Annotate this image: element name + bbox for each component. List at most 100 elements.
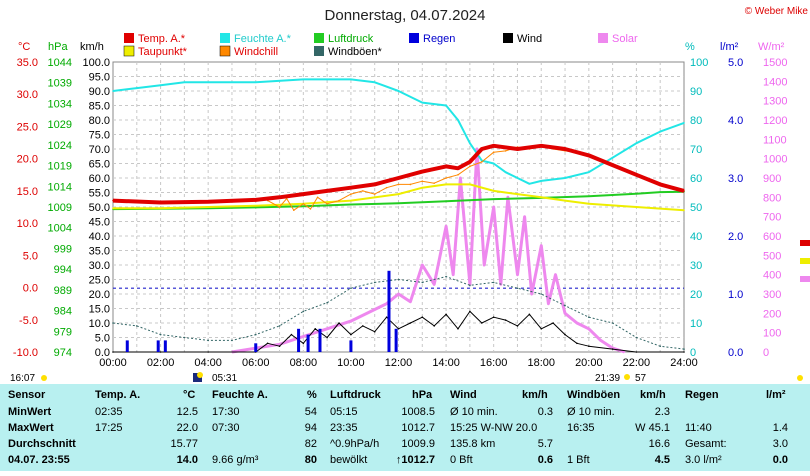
data-point xyxy=(326,336,328,339)
wind-tick-label: 75.0 xyxy=(89,130,110,142)
wind-tick-label: 65.0 xyxy=(89,159,110,171)
solar-tick-label: 0 xyxy=(763,347,769,359)
table-cell: 16.6 xyxy=(648,438,670,450)
header-wind: Wind xyxy=(450,389,477,401)
wind-tick-label: 95.0 xyxy=(89,72,110,84)
table-row-label: 04.07. 23:55 xyxy=(8,454,70,466)
data-point xyxy=(112,199,114,202)
data-point xyxy=(385,302,388,305)
humidity-tick-label: 10 xyxy=(690,318,702,330)
table-cell: 22.0 xyxy=(176,422,198,434)
data-point xyxy=(469,284,471,287)
solar-tick-label: 900 xyxy=(763,173,781,185)
data-point xyxy=(373,330,376,333)
data-point xyxy=(457,173,459,176)
data-point xyxy=(445,200,447,202)
legend-label-windchill: Windchill xyxy=(234,46,278,58)
data-point xyxy=(421,264,424,266)
data-point xyxy=(588,316,590,319)
wind-tick-label: 30.0 xyxy=(89,260,110,272)
current-value-marker xyxy=(800,276,810,282)
data-point xyxy=(576,322,578,324)
humidity-tick-label: 40 xyxy=(690,231,702,243)
data-point xyxy=(540,196,543,199)
data-point xyxy=(588,328,590,330)
sunset-time: 21:39 xyxy=(595,373,620,384)
data-point xyxy=(480,322,483,324)
table-cell: 1 Bft xyxy=(567,454,590,466)
data-point xyxy=(350,203,352,206)
table-cell: 17:25 xyxy=(95,422,123,434)
data-point xyxy=(421,316,424,319)
table-row-label: MaxWert xyxy=(8,422,54,434)
current-value-marker xyxy=(800,258,810,264)
pressure-tick-label: 1039 xyxy=(48,78,72,90)
data-point xyxy=(523,215,526,218)
data-point xyxy=(350,186,352,189)
pressure-tick-label: 999 xyxy=(54,243,72,255)
data-point xyxy=(588,195,590,198)
data-point xyxy=(135,87,138,89)
legend-label-solar: Solar xyxy=(612,33,638,45)
data-point xyxy=(433,325,435,327)
data-point xyxy=(112,207,114,210)
pressure-tick-label: 1029 xyxy=(48,119,72,131)
data-point xyxy=(278,345,281,348)
humidity-tick-label: 60 xyxy=(690,173,702,185)
wind-tick-label: 90.0 xyxy=(89,86,110,98)
rain-bar xyxy=(254,343,258,352)
stats-table: Sensor Temp. A. °C Feuchte A. % Luftdruc… xyxy=(0,384,810,471)
data-point xyxy=(469,165,471,168)
data-point xyxy=(492,151,495,154)
legend-swatch-dewpoint xyxy=(123,45,135,57)
legend-swatch-wind xyxy=(503,33,513,43)
table-cell: 0.3 xyxy=(537,406,553,418)
data-point xyxy=(635,173,638,176)
table-cell: 94 xyxy=(304,422,317,434)
data-point xyxy=(530,293,533,295)
humidity-tick-label: 70 xyxy=(690,144,702,156)
pressure-tick-label: 1019 xyxy=(48,161,72,173)
temp-tick-label: 5.0 xyxy=(23,250,38,262)
pressure-tick-label: 974 xyxy=(54,347,72,359)
data-point xyxy=(445,183,447,186)
data-point xyxy=(576,342,578,345)
data-point xyxy=(459,177,462,179)
pressure-tick-label: 1034 xyxy=(48,98,72,110)
time-tick-label: 22:00 xyxy=(623,357,651,369)
header-humidity-unit: % xyxy=(307,389,317,401)
data-point xyxy=(159,333,162,336)
header-gusts: Windböen xyxy=(567,389,621,401)
time-tick-label: 06:00 xyxy=(242,357,270,369)
temp-tick-label: -5.0 xyxy=(19,315,38,327)
wind-tick-label: 70.0 xyxy=(89,144,110,156)
time-tick-label: 08:00 xyxy=(290,357,318,369)
data-point xyxy=(254,333,257,336)
data-point xyxy=(540,328,543,330)
axis-ticks: 35.0 30.0 25.0 20.0 15.0 10.0 5.0 0.0 -5.0 -10.0 1… xyxy=(13,57,810,369)
legend-swatch-windchill xyxy=(219,45,231,57)
data-point xyxy=(302,342,305,345)
data-point xyxy=(207,351,209,353)
table-cell: 12.5 xyxy=(176,406,198,418)
data-point xyxy=(469,142,471,144)
data-point xyxy=(397,202,400,205)
data-point xyxy=(599,339,602,342)
data-point xyxy=(683,351,685,353)
table-cell: 1009.9 xyxy=(401,438,435,450)
humidity-tick-label: 20 xyxy=(690,289,702,301)
table-cell: 82 xyxy=(304,438,317,450)
data-point xyxy=(516,273,519,276)
pressure-tick-label: 1024 xyxy=(48,140,72,152)
data-point xyxy=(469,183,471,186)
rain-bar xyxy=(297,328,301,352)
time-tick-label: 02:00 xyxy=(147,357,175,369)
data-point xyxy=(635,351,638,353)
data-point xyxy=(564,148,566,150)
data-point xyxy=(326,328,328,330)
data-point xyxy=(397,328,400,330)
data-point xyxy=(540,293,543,295)
data-point xyxy=(254,206,257,209)
table-cell: 54 xyxy=(304,406,317,418)
time-tick-label: 12:00 xyxy=(385,357,413,369)
